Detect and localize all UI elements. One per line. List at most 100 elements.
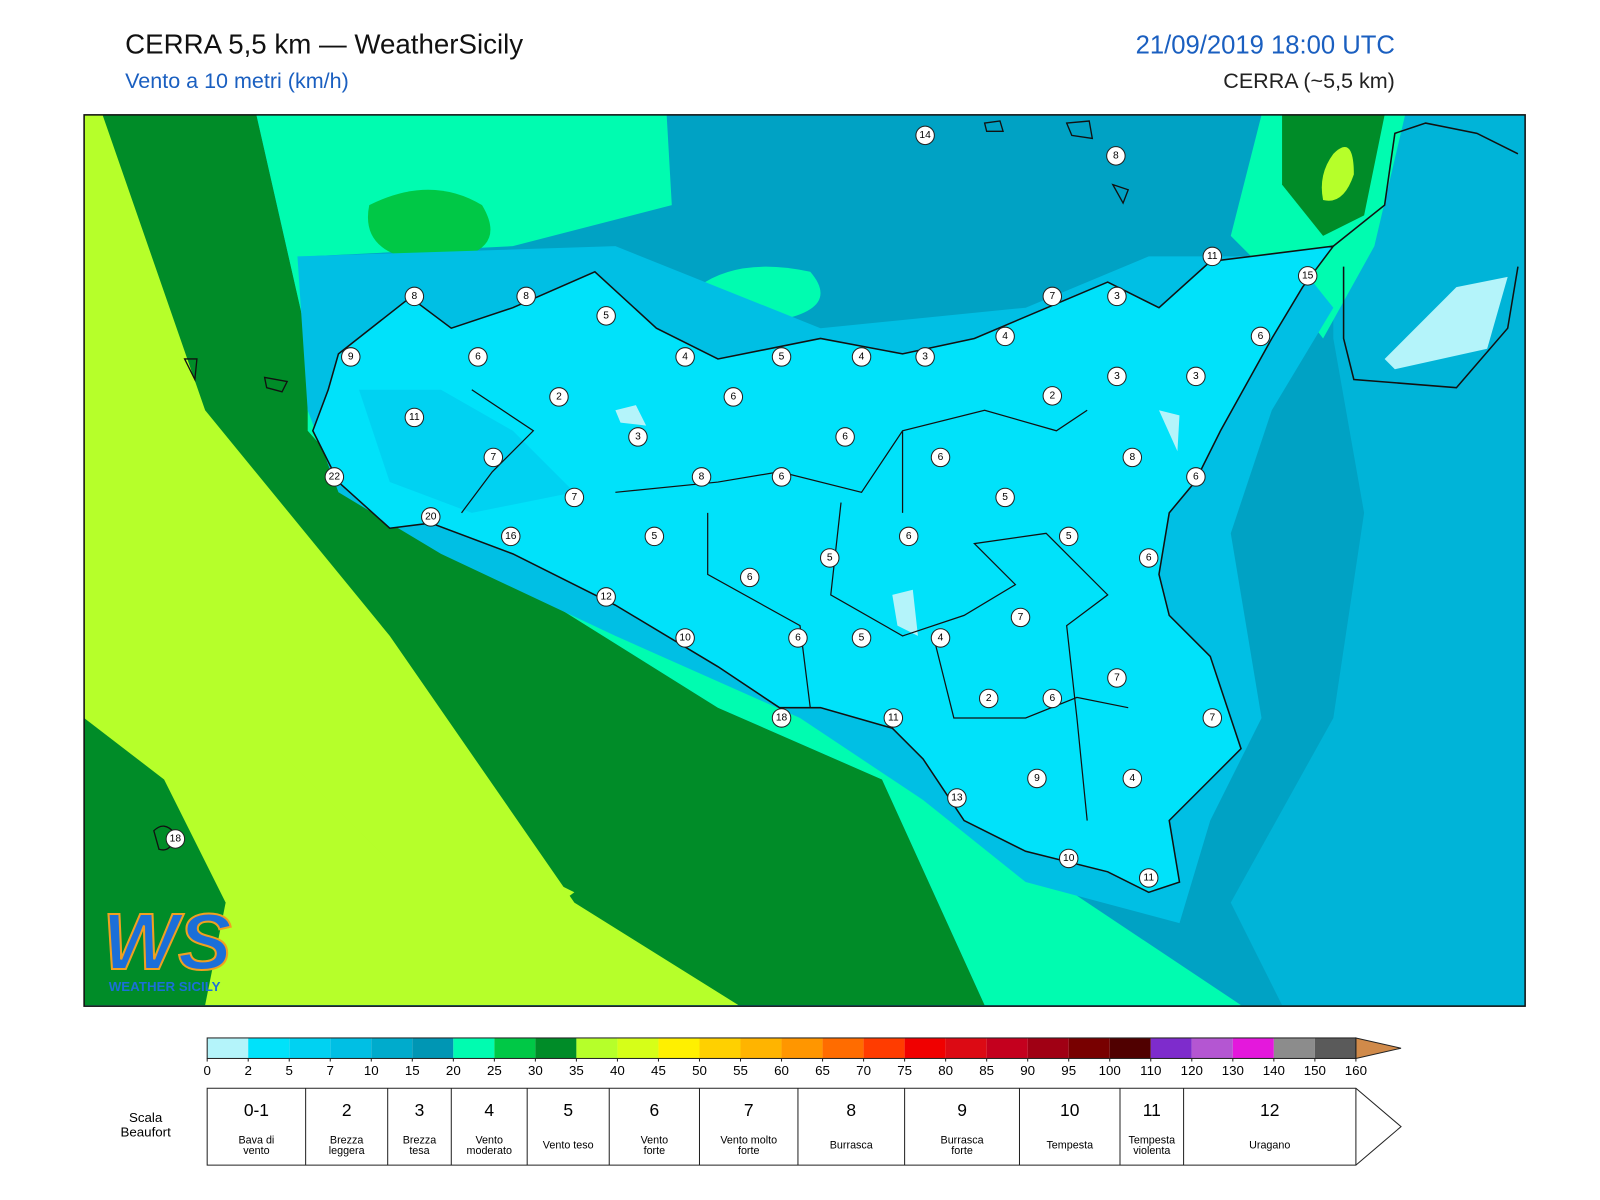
colorbar-segment: [1150, 1037, 1192, 1059]
station-marker: [421, 507, 441, 527]
station-marker: [1202, 246, 1223, 267]
station-marker: [1107, 668, 1127, 688]
station-value: 6: [1049, 693, 1055, 704]
beaufort-label: tesa: [409, 1145, 429, 1157]
station-value: 5: [779, 351, 785, 362]
colorbar-segment: [535, 1037, 577, 1059]
colorbar-segment: [945, 1037, 987, 1059]
colorbar-segment: [658, 1037, 700, 1059]
beaufort-label: forte: [644, 1145, 666, 1157]
station-value: 22: [329, 471, 341, 482]
province-borders: [461, 389, 1129, 821]
beaufort-label: Brezza: [330, 1135, 363, 1147]
beaufort-number: 0-1: [244, 1100, 269, 1120]
field-lime3: [1321, 147, 1354, 201]
station-marker: [930, 628, 951, 648]
model-label: CERRA (~5,5 km): [1223, 69, 1395, 93]
beaufort-label: Tempesta: [1046, 1140, 1093, 1152]
station-value: 8: [1129, 452, 1135, 463]
colorbar-tick-label: 130: [1222, 1063, 1244, 1078]
station-marker: [995, 487, 1015, 508]
station-marker: [691, 467, 712, 487]
colorbar-segment: [1068, 1037, 1110, 1059]
beaufort-number: 3: [415, 1100, 425, 1120]
station-value: 9: [1034, 773, 1040, 784]
station-value: 4: [1129, 773, 1135, 784]
station-marker: [675, 347, 695, 367]
beaufort-label: Tempesta: [1128, 1135, 1175, 1147]
beaufort-number: 7: [744, 1100, 754, 1120]
station-value: 6: [1146, 552, 1152, 563]
station-value: 4: [938, 632, 944, 643]
station-marker: [1010, 607, 1031, 628]
colorbar-tick-label: 60: [774, 1063, 789, 1078]
beaufort-label: Vento: [475, 1135, 503, 1147]
colorbar-segment: [699, 1037, 741, 1059]
station-value: 7: [1018, 612, 1024, 623]
station-marker: [1058, 526, 1079, 547]
station-value: 2: [1049, 390, 1055, 401]
colorbar-tick-label: 45: [651, 1063, 666, 1078]
station-value: 3: [635, 431, 641, 442]
field-calm: [1384, 276, 1508, 370]
station-value: 3: [922, 351, 928, 362]
station-value: 11: [1143, 872, 1154, 883]
colorbar-segment: [986, 1037, 1028, 1059]
station-marker: [404, 407, 425, 428]
station-marker: [1042, 688, 1063, 709]
colorbar-segment: [1109, 1037, 1151, 1059]
station-value: 8: [699, 471, 705, 482]
station-value: 5: [603, 310, 609, 321]
colorbar-arrow: [1355, 1037, 1402, 1060]
station-marker: [915, 347, 935, 367]
station-value: 18: [776, 712, 788, 723]
station-value: 5: [859, 632, 865, 643]
beaufort-label: Uragano: [1249, 1140, 1290, 1152]
colorbar-segment: [1273, 1037, 1315, 1059]
station-marker: [1138, 548, 1159, 568]
station-value: 5: [1002, 492, 1008, 503]
station-marker: [788, 628, 808, 648]
colorbar-segment: [494, 1037, 536, 1059]
station-value: 7: [1114, 672, 1120, 683]
station-value: 6: [779, 471, 785, 482]
station-marker: [1042, 386, 1063, 406]
station-marker: [1122, 447, 1143, 468]
field-lime: [84, 114, 739, 1006]
station-value: 10: [679, 632, 691, 643]
station-marker: [549, 387, 569, 407]
calabria: [1332, 122, 1519, 389]
colorbar-tick-label: 160: [1345, 1063, 1367, 1078]
station-value: 4: [682, 351, 688, 362]
station-marker: [820, 548, 840, 568]
station-value: 12: [600, 591, 612, 602]
station-value: 8: [523, 291, 529, 302]
beaufort-number: 9: [957, 1100, 967, 1120]
station-marker: [501, 526, 521, 547]
beaufort-title: Beaufort: [120, 1124, 171, 1139]
beaufort-label: leggera: [329, 1145, 365, 1157]
station-marker: [1297, 266, 1318, 286]
station-marker: [1186, 366, 1206, 387]
station-marker: [324, 467, 345, 487]
colorbar-tick-label: 95: [1061, 1063, 1076, 1078]
station-marker: [851, 628, 872, 648]
station-value: 5: [827, 552, 833, 563]
station-marker: [978, 688, 999, 709]
colorbar-tick-label: 30: [528, 1063, 543, 1078]
colorbar-tick-label: 55: [733, 1063, 748, 1078]
station-value: 7: [572, 492, 578, 503]
beaufort-number: 11: [1143, 1100, 1161, 1120]
station-marker: [675, 628, 695, 648]
logo-text: WEATHER SICILY: [109, 979, 221, 994]
colorbar-segment: [617, 1037, 659, 1059]
beaufort-frame: [206, 1087, 1402, 1166]
colorbar-tick-label: 2: [244, 1063, 251, 1078]
beaufort-label: Burrasca: [941, 1135, 984, 1147]
station-value: 3: [1114, 371, 1120, 382]
station-marker: [468, 347, 488, 367]
